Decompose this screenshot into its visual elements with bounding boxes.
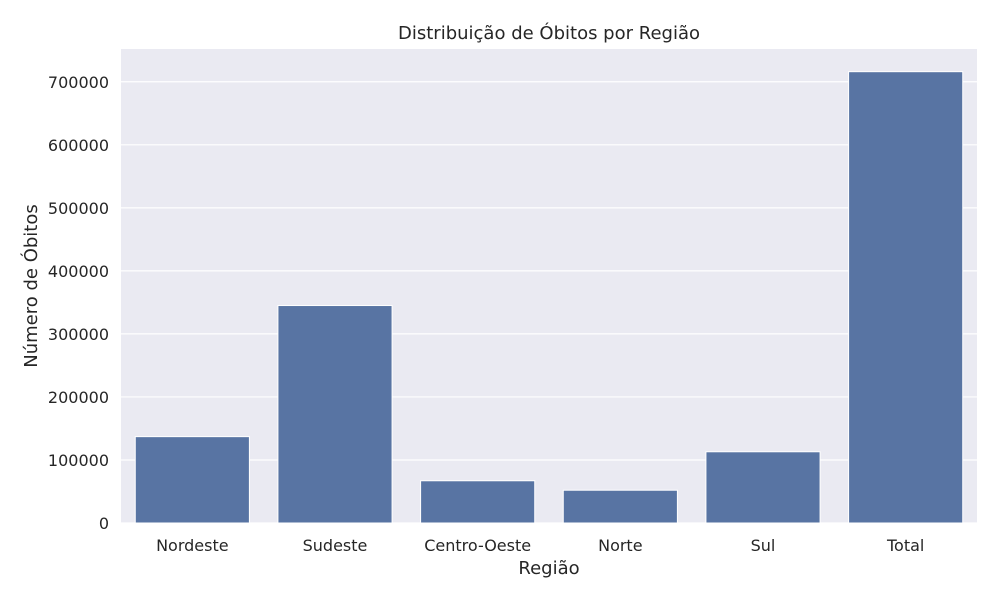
y-axis-label: Número de Óbitos — [20, 204, 42, 368]
chart-title: Distribuição de Óbitos por Região — [398, 22, 700, 44]
y-tick-label: 500000 — [48, 199, 109, 218]
y-tick-label: 700000 — [48, 73, 109, 92]
x-tick-label: Nordeste — [156, 536, 229, 555]
bar-total — [848, 71, 964, 524]
bar-norte — [562, 489, 678, 524]
bar-nordeste — [134, 436, 250, 524]
y-tick-label: 100000 — [48, 451, 109, 470]
y-tick-label: 200000 — [48, 388, 109, 407]
y-tick-label: 600000 — [48, 136, 109, 155]
y-tick-label: 300000 — [48, 325, 109, 344]
x-tick-label: Total — [886, 536, 924, 555]
plot-area — [121, 49, 977, 523]
grid-layer — [121, 81, 977, 524]
x-tick-label: Centro-Oeste — [424, 536, 531, 555]
bar-sul — [705, 451, 821, 524]
bar-layer — [134, 71, 964, 524]
x-tick-labels: Nordeste Sudeste Centro-Oeste Norte Sul Total — [156, 536, 924, 555]
y-tick-label: 0 — [99, 514, 109, 533]
bar-sudeste — [277, 305, 393, 524]
x-tick-label: Norte — [598, 536, 642, 555]
y-tick-label: 400000 — [48, 262, 109, 281]
x-tick-label: Sudeste — [303, 536, 368, 555]
x-tick-label: Sul — [751, 536, 776, 555]
x-axis-label: Região — [518, 558, 579, 579]
bar-centro-oeste — [420, 480, 536, 524]
y-tick-labels: 0 100000 200000 300000 400000 500000 600000 700… — [48, 73, 109, 533]
